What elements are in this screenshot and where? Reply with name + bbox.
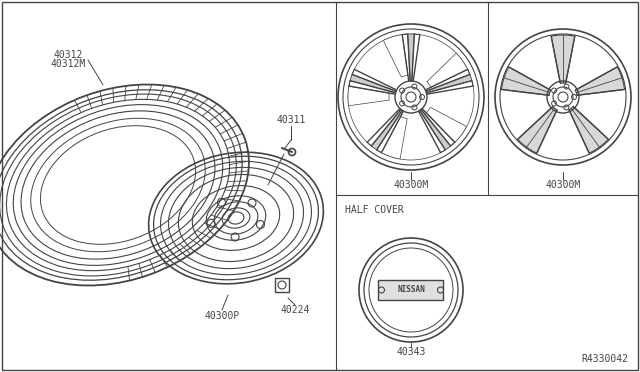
Polygon shape bbox=[371, 109, 403, 150]
Polygon shape bbox=[348, 86, 389, 106]
Polygon shape bbox=[569, 106, 609, 153]
Polygon shape bbox=[427, 53, 468, 87]
Polygon shape bbox=[518, 106, 557, 153]
Polygon shape bbox=[408, 34, 414, 81]
Text: 40300M: 40300M bbox=[545, 180, 580, 190]
Text: 40312M: 40312M bbox=[51, 59, 86, 69]
Polygon shape bbox=[383, 35, 408, 77]
Circle shape bbox=[438, 287, 444, 293]
Polygon shape bbox=[426, 108, 467, 142]
Text: 40224: 40224 bbox=[280, 305, 310, 315]
Text: 40343: 40343 bbox=[396, 347, 426, 357]
Text: 40300M: 40300M bbox=[394, 180, 429, 190]
Text: NISSAN: NISSAN bbox=[397, 285, 425, 295]
Polygon shape bbox=[350, 74, 396, 93]
Bar bbox=[378, 280, 444, 300]
Polygon shape bbox=[502, 67, 551, 95]
Polygon shape bbox=[426, 74, 472, 93]
Text: HALF COVER: HALF COVER bbox=[345, 205, 404, 215]
Polygon shape bbox=[381, 116, 407, 159]
Polygon shape bbox=[551, 35, 575, 83]
Text: 40312: 40312 bbox=[53, 50, 83, 60]
Text: 40300P: 40300P bbox=[204, 311, 239, 321]
Polygon shape bbox=[420, 109, 451, 150]
Bar bbox=[275, 278, 289, 292]
Circle shape bbox=[378, 287, 385, 293]
Polygon shape bbox=[575, 67, 625, 95]
Text: 40311: 40311 bbox=[276, 115, 306, 125]
Text: R4330042: R4330042 bbox=[581, 354, 628, 364]
